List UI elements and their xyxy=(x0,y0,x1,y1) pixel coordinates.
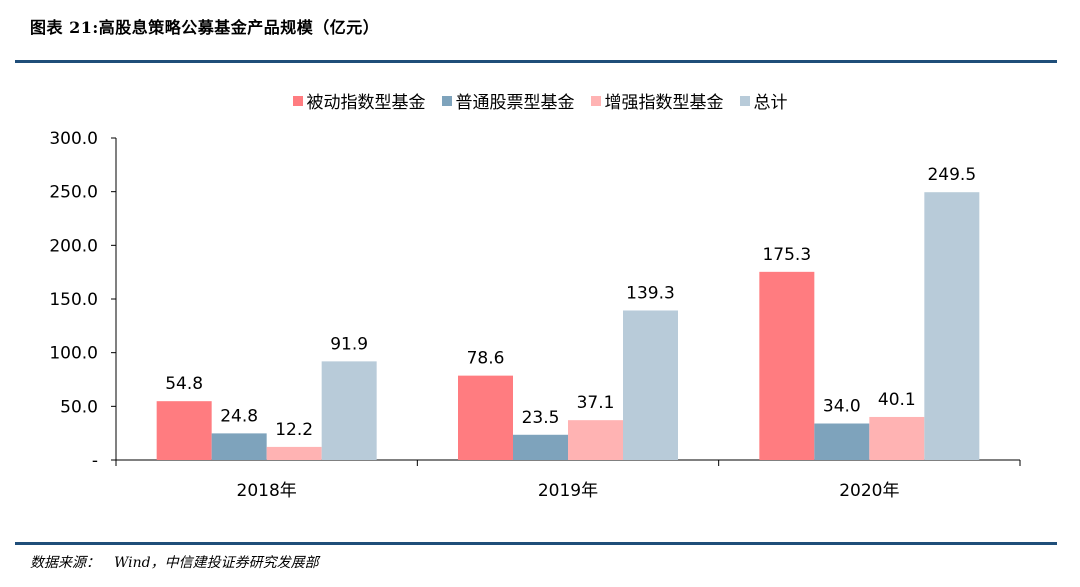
data-label: 78.6 xyxy=(467,349,505,369)
y-tick-label: 100.0 xyxy=(49,344,98,364)
source-text: Wind，中信建投证券研究发展部 xyxy=(114,555,319,571)
data-label: 37.1 xyxy=(577,393,615,413)
legend-label: 普通股票型基金 xyxy=(455,93,575,113)
data-source: 数据来源： Wind，中信建投证券研究发展部 xyxy=(30,552,319,572)
bar xyxy=(266,446,322,460)
x-tick-label: 2018年 xyxy=(237,481,297,501)
y-tick-label: 150.0 xyxy=(49,290,98,310)
data-label: 12.2 xyxy=(275,420,313,440)
legend-item-2: 增强指数型基金 xyxy=(590,88,724,113)
y-tick-label: 50.0 xyxy=(60,397,98,417)
bar xyxy=(321,361,377,460)
bar xyxy=(814,423,870,460)
data-label: 34.0 xyxy=(823,397,861,417)
data-label: 249.5 xyxy=(927,165,976,185)
y-tick-label: - xyxy=(92,451,98,471)
bar xyxy=(623,310,678,460)
top-divider xyxy=(15,60,1057,63)
legend-item-0: 被动指数型基金 xyxy=(292,88,426,113)
source-label: 数据来源： xyxy=(30,555,100,571)
chart-title: 图表 21:高股息策略公募基金产品规模（亿元） xyxy=(30,18,380,37)
legend-label: 被动指数型基金 xyxy=(306,93,426,113)
data-label: 91.9 xyxy=(330,334,368,354)
bar xyxy=(458,375,513,460)
data-label: 139.3 xyxy=(626,283,675,303)
data-label: 54.8 xyxy=(165,374,203,394)
x-tick-label: 2020年 xyxy=(839,481,899,501)
data-label: 23.5 xyxy=(522,408,560,428)
bar xyxy=(513,434,568,460)
legend-label: 增强指数型基金 xyxy=(604,93,724,113)
data-label: 175.3 xyxy=(762,245,811,265)
legend: 被动指数型基金 普通股票型基金 增强指数型基金 总计 xyxy=(0,88,1080,113)
bottom-divider xyxy=(15,542,1057,545)
bar xyxy=(924,192,980,460)
legend-swatch xyxy=(441,95,452,106)
data-label: 40.1 xyxy=(878,390,916,410)
bar-chart: - 50.0 100.0 150.0 200.0 250.0 300.0 54.8 24.8 12… xyxy=(49,129,1021,501)
bar xyxy=(568,420,623,460)
data-label: 24.8 xyxy=(220,406,258,426)
y-tick-label: 300.0 xyxy=(49,129,98,149)
y-tick-label: 200.0 xyxy=(49,236,98,256)
bar xyxy=(869,416,925,460)
legend-swatch xyxy=(292,95,303,106)
legend-label: 总计 xyxy=(753,93,788,113)
x-tick-label: 2019年 xyxy=(538,481,598,501)
y-tick-label: 250.0 xyxy=(49,183,98,203)
bar xyxy=(156,401,212,460)
legend-swatch xyxy=(590,95,601,106)
bar xyxy=(759,271,815,460)
legend-swatch xyxy=(739,95,750,106)
bar xyxy=(211,433,267,460)
legend-item-1: 普通股票型基金 xyxy=(441,88,575,113)
legend-item-3: 总计 xyxy=(739,88,788,113)
